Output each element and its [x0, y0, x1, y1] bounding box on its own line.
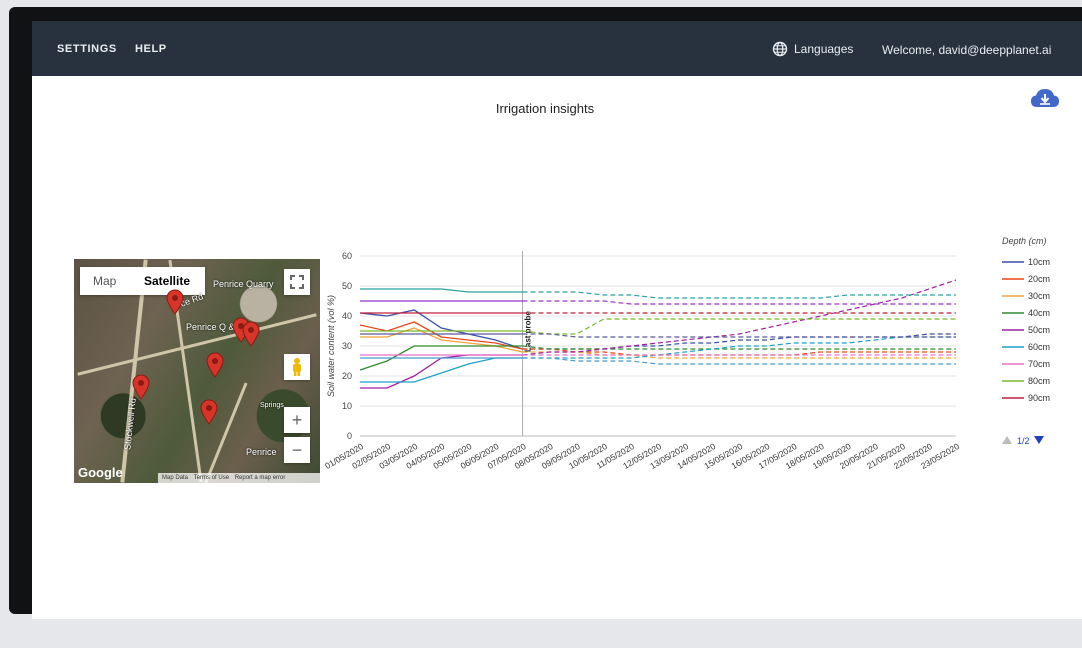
map-pin-icon[interactable] [200, 399, 218, 425]
series-line-forecast [522, 300, 956, 305]
legend-prev-icon[interactable] [1002, 436, 1012, 444]
legend-item-label: 40cm [1028, 308, 1050, 318]
series-line-measured [359, 321, 523, 350]
welcome-text: Welcome, david@deepplanet.ai [882, 43, 1052, 57]
map-label-mill: Penrice Q & Mi [186, 322, 247, 332]
legend-next-icon[interactable] [1034, 436, 1044, 444]
legend-item-label: 60cm [1028, 342, 1050, 352]
map-label-stockwell: Stockwell Rd [122, 397, 138, 451]
series-line-measured [359, 309, 523, 350]
app-window: SETTINGS HELP Languages Welcome, david@d… [32, 21, 1082, 619]
help-link[interactable]: HELP [135, 43, 167, 55]
fullscreen-icon [290, 275, 304, 289]
map-pin-icon[interactable] [132, 374, 150, 400]
legend-item-label: 50cm [1028, 325, 1050, 335]
map-data-link[interactable]: Map Data [162, 475, 189, 481]
series-line-measured [360, 354, 523, 389]
page-title: Irrigation insights [495, 101, 595, 116]
y-tick-label: 50 [342, 281, 352, 291]
cloud-download-icon[interactable] [1030, 87, 1060, 109]
map-tab-map[interactable]: Map [93, 274, 117, 288]
last-probe-label: Last probe [524, 311, 533, 352]
languages-button[interactable]: Languages [772, 41, 853, 57]
map-pin-icon[interactable] [242, 321, 260, 347]
series-line-forecast [522, 351, 956, 359]
top-navigation-bar: SETTINGS HELP Languages Welcome, david@d… [32, 21, 1082, 76]
terms-link[interactable]: Terms of Use [193, 475, 230, 481]
series-line-forecast [522, 357, 956, 365]
series-line-forecast [522, 345, 956, 350]
y-tick-label: 0 [347, 431, 352, 441]
y-tick-label: 60 [342, 251, 352, 261]
series-line-forecast [522, 291, 956, 299]
map-tab-satellite[interactable]: Satellite [144, 274, 191, 288]
map-pin-icon[interactable] [206, 352, 224, 378]
map-footer: Map Data Terms of Use Report a map error [158, 473, 320, 483]
series-line-forecast [522, 333, 956, 338]
languages-label: Languages [794, 42, 854, 56]
map-label-springs: Springs [260, 402, 284, 409]
legend-pager-label: 1/2 [1017, 436, 1030, 446]
legend-item-label: 70cm [1028, 359, 1050, 369]
legend-item-label: 10cm [1028, 257, 1050, 267]
map-pin-icon[interactable] [166, 289, 184, 315]
street-view-pegman[interactable] [284, 354, 310, 380]
series-line-forecast [522, 318, 956, 335]
series-line-forecast [522, 336, 956, 359]
zoom-in-button[interactable]: + [284, 407, 310, 433]
legend-item-label: 20cm [1028, 274, 1050, 284]
settings-link[interactable]: SETTINGS [57, 43, 117, 55]
legend-item-label: 30cm [1028, 291, 1050, 301]
zoom-out-button[interactable]: − [284, 437, 310, 463]
report-error-link[interactable]: Report a map error [234, 475, 286, 481]
map-type-control: Map Satellite [80, 267, 205, 295]
fullscreen-button[interactable] [284, 269, 310, 295]
y-tick-label: 10 [342, 401, 352, 411]
globe-icon [772, 41, 788, 57]
series-line-measured [359, 345, 523, 371]
series-line-measured [360, 288, 523, 293]
legend-item-label: 80cm [1028, 376, 1050, 386]
y-tick-label: 40 [342, 311, 352, 321]
satellite-map[interactable]: Map Satellite + − Penrice Quarry Penrice… [74, 259, 320, 483]
y-tick-label: 20 [342, 371, 352, 381]
map-label-quarry: Penrice Quarry [213, 279, 274, 289]
google-logo: Google [78, 465, 123, 480]
series-line-forecast [522, 279, 957, 356]
legend-title: Depth (cm) [1002, 236, 1047, 246]
y-tick-label: 30 [342, 341, 352, 351]
pegman-icon [293, 358, 301, 376]
map-label-penrice: Penrice [246, 447, 277, 457]
series-line-forecast [522, 348, 956, 356]
series-line-forecast [522, 333, 956, 350]
monitor-frame: SETTINGS HELP Languages Welcome, david@d… [9, 7, 1082, 619]
y-axis-label: Soil water content (vol %) [326, 295, 336, 397]
legend-item-label: 90cm [1028, 393, 1050, 403]
